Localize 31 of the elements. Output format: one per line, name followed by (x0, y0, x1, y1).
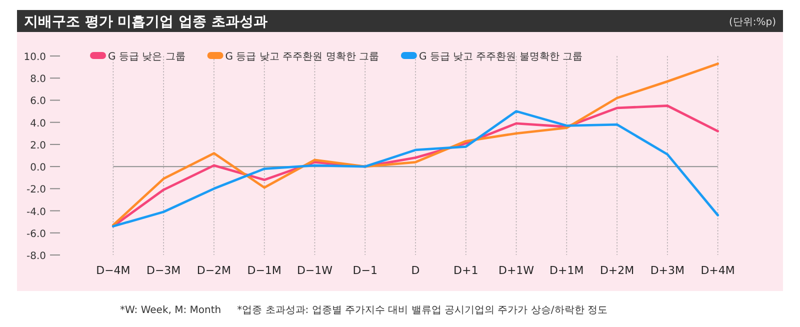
x-tick-label: D (411, 264, 420, 277)
y-tick-label: -4.0 (26, 206, 46, 218)
x-tick-label: D+1 (454, 264, 478, 277)
x-tick-label: D−4M (96, 264, 130, 277)
y-tick-label: -6.0 (26, 228, 46, 240)
chart-title: 지배구조 평가 미흡기업 업종 초과성과 (24, 14, 268, 30)
x-tick-label: D−1W (296, 264, 333, 277)
y-tick-label: -8.0 (26, 251, 46, 262)
legend-label: G 등급 낮은 그룹 (108, 52, 186, 62)
y-axis-title: (단위:%p) (728, 17, 776, 28)
x-tick-label: D+1W (498, 264, 534, 277)
x-tick-label: D−1M (247, 264, 282, 277)
x-tick-label: D−1 (352, 264, 378, 277)
y-tick-label: 4.0 (30, 118, 46, 130)
legend-label: G 등급 낮고 주주환원 불명확한 그룹 (418, 52, 583, 62)
x-tick-label: D+3M (650, 264, 685, 277)
y-tick-label: 10.0 (24, 52, 46, 63)
line-series (112, 62, 720, 226)
y-tick-label: 8.0 (30, 74, 46, 86)
y-tick-label: 2.0 (30, 140, 46, 152)
y-tick-label: -2.0 (26, 184, 46, 196)
x-tick-label: D−2M (196, 264, 232, 277)
text: *업종 초과성과: 업종별 주가지수 대비 밸류업 공시기업의 주가가 상승/하락한 정도 (237, 305, 608, 316)
x-tick-label: D+1M (550, 264, 584, 277)
y-tick-label: 6.0 (30, 96, 46, 108)
x-tick-label: D+2M (600, 264, 634, 277)
x-tick-label: D+4M (700, 264, 735, 277)
y-tick-label: 0.0 (30, 162, 46, 174)
x-tick-label: D−3M (146, 264, 181, 277)
text: *W: Week, M: Month (120, 305, 222, 316)
legend-label: G 등급 낮고 주주환원 명확한 그룹 (225, 52, 379, 62)
